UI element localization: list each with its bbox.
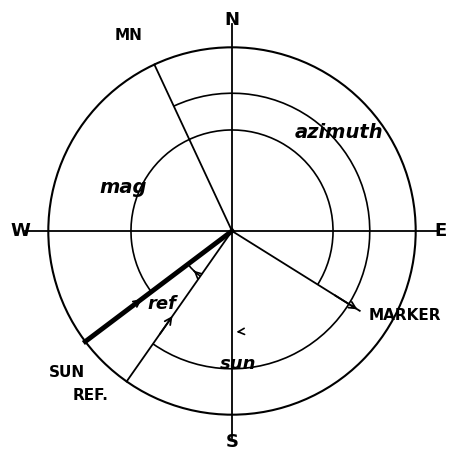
Text: S: S <box>225 433 238 451</box>
Text: mag: mag <box>100 178 147 197</box>
Text: REF.: REF. <box>73 388 109 403</box>
Text: SUN: SUN <box>49 365 85 380</box>
Text: N: N <box>224 11 239 29</box>
Text: sun: sun <box>219 355 256 373</box>
Text: E: E <box>433 222 445 240</box>
Text: MN: MN <box>114 28 142 43</box>
Text: W: W <box>10 222 30 240</box>
Text: azimuth: azimuth <box>294 123 383 142</box>
Text: ref: ref <box>147 295 176 313</box>
Text: MARKER: MARKER <box>368 308 440 323</box>
